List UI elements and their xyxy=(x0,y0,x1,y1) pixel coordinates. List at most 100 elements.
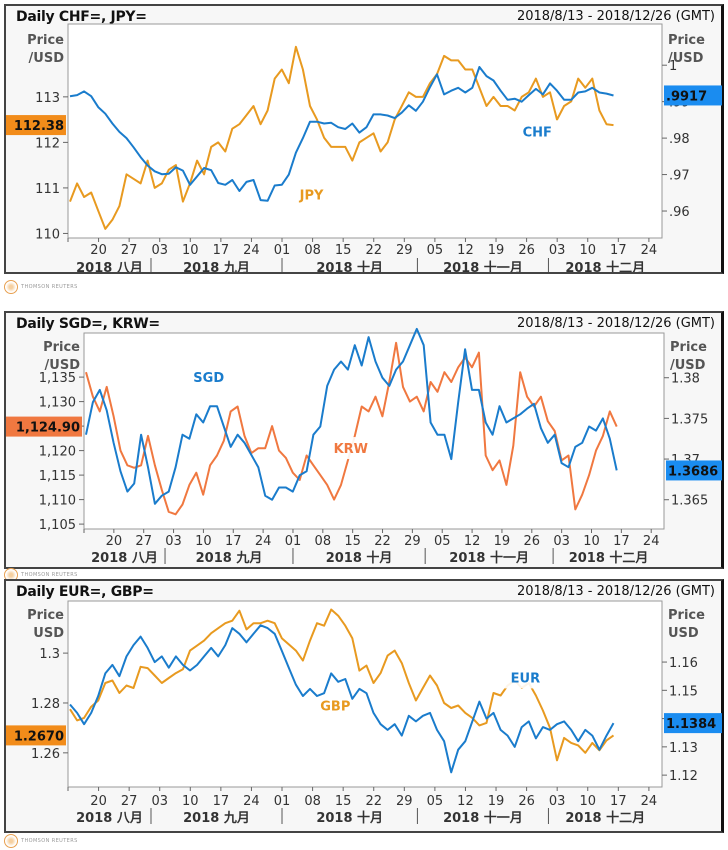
left-tick-label: 1,135 xyxy=(39,371,76,386)
right-last-value-text: .9917 xyxy=(666,89,707,104)
x-tick-label: 26 xyxy=(518,243,535,258)
chart-title: Daily EUR=, GBP= xyxy=(16,584,154,600)
right-last-value-badge xyxy=(664,85,722,106)
right-tick-label: .96 xyxy=(669,205,690,220)
right-axis-title: /USD xyxy=(670,358,706,373)
x-tick-label: 03 xyxy=(151,794,168,809)
brand-name: THOMSON REUTERS xyxy=(21,284,78,290)
right-last-value-badge xyxy=(664,713,722,734)
x-tick-label: 29 xyxy=(404,534,421,549)
x-tick-label: 15 xyxy=(344,534,361,549)
brand-footer: THOMSON REUTERS xyxy=(4,834,78,848)
x-tick-label: 22 xyxy=(365,794,382,809)
x-tick-label: 20 xyxy=(90,243,107,258)
month-label: 2018 十月 xyxy=(326,550,393,566)
x-tick-label: 24 xyxy=(643,534,660,549)
legend-bg xyxy=(513,120,562,143)
month-label: 2018 十二月 xyxy=(565,260,645,272)
right-axis-title: Price xyxy=(668,608,705,623)
series-line-sgd xyxy=(85,327,618,505)
x-tick-label: 10 xyxy=(182,794,199,809)
brand-name: THOMSON REUTERS xyxy=(21,838,78,844)
x-tick-label: 05 xyxy=(427,243,444,258)
month-label: 2018 十一月 xyxy=(443,810,523,826)
right-tick-label: 1.16 xyxy=(669,656,698,671)
left-axis-title: Price xyxy=(27,608,64,623)
left-last-value-text: 1,124.90 xyxy=(16,421,80,436)
left-axis-title: USD xyxy=(33,626,64,641)
x-tick-label: 01 xyxy=(274,243,291,258)
plot-area xyxy=(67,600,663,788)
series-line-jpy xyxy=(69,45,614,230)
month-label: 2018 九月 xyxy=(196,551,263,566)
brand-name: THOMSON REUTERS xyxy=(21,572,78,578)
x-tick-label: 22 xyxy=(365,243,382,258)
legend-label-jpy: JPY xyxy=(299,188,324,203)
plot-area xyxy=(83,332,665,530)
right-last-value-text: 1.1384 xyxy=(666,717,716,732)
month-label: 2018 十月 xyxy=(316,260,383,272)
right-tick-label: 1.15 xyxy=(669,684,698,699)
chart-svg: Price/USDPrice/USD110111112113.96.97.98.… xyxy=(6,23,722,272)
left-tick-label: 1.26 xyxy=(31,747,60,762)
x-tick-label: 01 xyxy=(285,534,302,549)
left-axis-title: /USD xyxy=(29,51,65,66)
x-tick-label: 17 xyxy=(225,534,242,549)
x-tick-label: 24 xyxy=(641,243,658,258)
x-tick-label: 27 xyxy=(121,794,138,809)
left-axis-title: /USD xyxy=(45,358,81,373)
month-label: 2018 九月 xyxy=(183,261,250,272)
date-range: 2018/8/13 - 2018/12/26 (GMT) xyxy=(516,9,715,24)
x-tick-label: 08 xyxy=(304,794,321,809)
left-axis-title: Price xyxy=(27,33,64,48)
x-tick-label: 10 xyxy=(583,534,600,549)
x-tick-label: 05 xyxy=(427,794,444,809)
x-tick-label: 10 xyxy=(182,243,199,258)
x-tick-label: 10 xyxy=(579,243,596,258)
x-tick-label: 03 xyxy=(549,243,566,258)
x-tick-label: 24 xyxy=(255,534,272,549)
month-label: 2018 十二月 xyxy=(569,550,649,566)
chart-svg: Price/USD Price/USD 1,105 1,110 1,115 1,120 1,… xyxy=(6,327,722,566)
x-tick-label: 22 xyxy=(374,534,391,549)
right-axis-title: Price xyxy=(670,340,707,355)
left-axis-title: Price xyxy=(43,340,80,355)
right-tick-label: 1.365 xyxy=(671,494,708,509)
left-tick-label: 1,115 xyxy=(39,469,76,484)
x-tick-label: 08 xyxy=(315,534,332,549)
x-tick-label: 12 xyxy=(457,243,474,258)
month-label: 2018 十二月 xyxy=(565,810,645,826)
x-tick-label: 29 xyxy=(396,243,413,258)
x-tick-label: 26 xyxy=(518,794,535,809)
left-last-value-text: 112.38 xyxy=(14,119,64,134)
month-label: 2018 八月 xyxy=(76,261,143,272)
series-line-eur xyxy=(69,624,615,774)
thomson-reuters-logo-icon xyxy=(4,834,18,848)
x-tick-label: 19 xyxy=(488,794,505,809)
right-tick-label: 1.13 xyxy=(669,741,698,756)
month-label: 2018 十一月 xyxy=(443,260,523,272)
chart-svg: PriceUSDPriceUSD1.261.281.31.121.131.141… xyxy=(6,600,722,826)
left-tick-label: 112 xyxy=(35,136,60,151)
left-tick-label: 1,120 xyxy=(39,445,76,460)
left-last-value-badge xyxy=(6,416,82,437)
right-last-value-text: 1.3686 xyxy=(668,464,718,479)
x-tick-label: 03 xyxy=(553,534,570,549)
chart-panel-chf-jpy: Daily CHF=, JPY= 2018/8/13 - 2018/12/26 … xyxy=(4,4,724,274)
legend-bg xyxy=(184,365,233,388)
date-range: 2018/8/13 - 2018/12/26 (GMT) xyxy=(516,584,715,599)
right-tick-label: 1 xyxy=(669,59,677,74)
right-axis-title: Price xyxy=(668,33,705,48)
x-tick-label: 12 xyxy=(464,534,481,549)
legend-bg xyxy=(326,437,375,460)
left-last-value-text: 1.2670 xyxy=(14,729,64,744)
left-tick-label: 113 xyxy=(35,91,60,106)
right-tick-label: 1.38 xyxy=(671,372,700,387)
x-tick-label: 10 xyxy=(579,794,596,809)
thomson-reuters-logo-icon xyxy=(4,280,18,294)
chart-panel-sgd-krw: Daily SGD=, KRW= 2018/8/13 - 2018/12/26 … xyxy=(4,311,724,569)
legend-label-gbp: GBP xyxy=(320,699,350,714)
left-tick-label: 1.28 xyxy=(31,697,60,712)
month-label: 2018 九月 xyxy=(183,811,250,826)
series-line-chf xyxy=(69,66,614,202)
